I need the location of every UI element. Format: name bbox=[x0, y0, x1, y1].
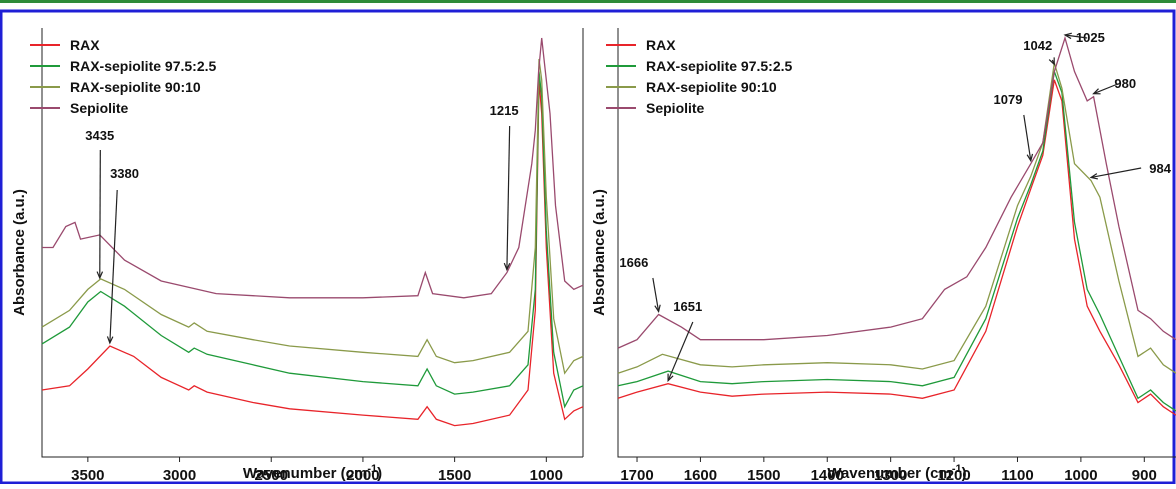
peak-label: 984 bbox=[1149, 161, 1171, 176]
arrow-head bbox=[1063, 32, 1072, 40]
arrow-head bbox=[1089, 173, 1098, 180]
chart-panel-2: 1700 1600 1500 1400 1300 1200 1100 1000 900 Waven… bbox=[591, 28, 1176, 484]
x-tick-label: 1500 bbox=[747, 467, 780, 484]
series-line-rax-sepiolite-97-5-2-5 bbox=[41, 71, 584, 409]
x-tick-label: 2500 bbox=[255, 467, 288, 484]
peak-label: 1666 bbox=[619, 255, 648, 270]
arrow-head bbox=[96, 271, 104, 280]
legend-label: RAX-sepiolite 97.5:2.5 bbox=[70, 58, 216, 74]
x-tick-label: 3500 bbox=[71, 467, 104, 484]
legend-label: RAX-sepiolite 90:10 bbox=[70, 79, 201, 95]
arrow-head bbox=[503, 262, 511, 272]
x-tick-label: 1700 bbox=[620, 467, 653, 484]
series-line-rax bbox=[617, 79, 1176, 416]
arrow-head bbox=[667, 373, 674, 383]
legend-label: RAX bbox=[70, 37, 100, 53]
x-axis-label: Wavenumber (cm-1) bbox=[243, 463, 382, 482]
x-tick-label: 2000 bbox=[346, 467, 379, 484]
peak-label: 1215 bbox=[490, 103, 519, 118]
arrow-head bbox=[1048, 57, 1055, 66]
x-tick-label: 1000 bbox=[530, 467, 563, 484]
series-line-rax-sepiolite-90-10 bbox=[41, 58, 584, 375]
x-tick-label: 900 bbox=[1132, 467, 1157, 484]
arrow-head bbox=[106, 336, 114, 345]
x-tick-label: 1200 bbox=[937, 467, 970, 484]
legend-label: Sepiolite bbox=[70, 100, 129, 116]
peak-label: 1079 bbox=[994, 92, 1023, 107]
peak-label: 3435 bbox=[85, 128, 114, 143]
peak-arrow bbox=[652, 277, 660, 312]
peak-arrow bbox=[109, 189, 118, 343]
x-tick-label: 1100 bbox=[1001, 467, 1034, 484]
x-tick-label: 1400 bbox=[811, 467, 844, 484]
series-line-sepiolite bbox=[42, 37, 584, 299]
legend-label: RAX-sepiolite 90:10 bbox=[646, 79, 777, 95]
peak-arrow bbox=[1023, 114, 1032, 161]
chart-panel-1: 3500 3000 2500 2000 1500 1000 Wavenumber (cm-1… bbox=[11, 28, 584, 484]
peak-label: 1042 bbox=[1023, 38, 1052, 53]
y-axis-label: Absorbance (a.u.) bbox=[591, 189, 608, 316]
legend-label: RAX bbox=[646, 37, 676, 53]
y-axis-label: Absorbance (a.u.) bbox=[11, 189, 28, 316]
series-line-rax-sepiolite-97-5-2-5 bbox=[617, 71, 1176, 412]
legend-label: RAX-sepiolite 97.5:2.5 bbox=[646, 58, 792, 74]
series-line-sepiolite bbox=[617, 35, 1176, 349]
arrow-head bbox=[1092, 88, 1101, 95]
peak-arrow bbox=[667, 321, 694, 381]
peak-label: 3380 bbox=[110, 166, 139, 181]
arrow-head bbox=[1026, 153, 1034, 163]
x-tick-label: 1300 bbox=[874, 467, 907, 484]
peak-arrow bbox=[506, 125, 511, 270]
top-accent-bar bbox=[0, 0, 1176, 3]
peak-arrow bbox=[1093, 83, 1118, 95]
peak-arrow bbox=[1090, 167, 1142, 179]
arrow-head bbox=[654, 304, 661, 314]
x-tick-label: 1500 bbox=[438, 467, 471, 484]
legend-label: Sepiolite bbox=[646, 100, 705, 116]
x-tick-label: 1000 bbox=[1064, 467, 1097, 484]
peak-label: 980 bbox=[1114, 76, 1136, 91]
figure-border bbox=[0, 9, 1176, 485]
axes-frame bbox=[617, 28, 1176, 458]
axes-frame bbox=[41, 28, 583, 458]
x-tick-label: 3000 bbox=[163, 467, 196, 484]
peak-arrow bbox=[1064, 34, 1088, 39]
peak-label: 1651 bbox=[673, 299, 702, 314]
x-axis-label: Wavenumber (cm-1) bbox=[827, 463, 966, 482]
x-tick-label: 1600 bbox=[684, 467, 717, 484]
series-line-rax-sepiolite-90-10 bbox=[617, 62, 1176, 374]
series-line-rax bbox=[41, 79, 584, 427]
peak-label: 1025 bbox=[1076, 30, 1105, 45]
peak-arrow bbox=[99, 149, 101, 279]
